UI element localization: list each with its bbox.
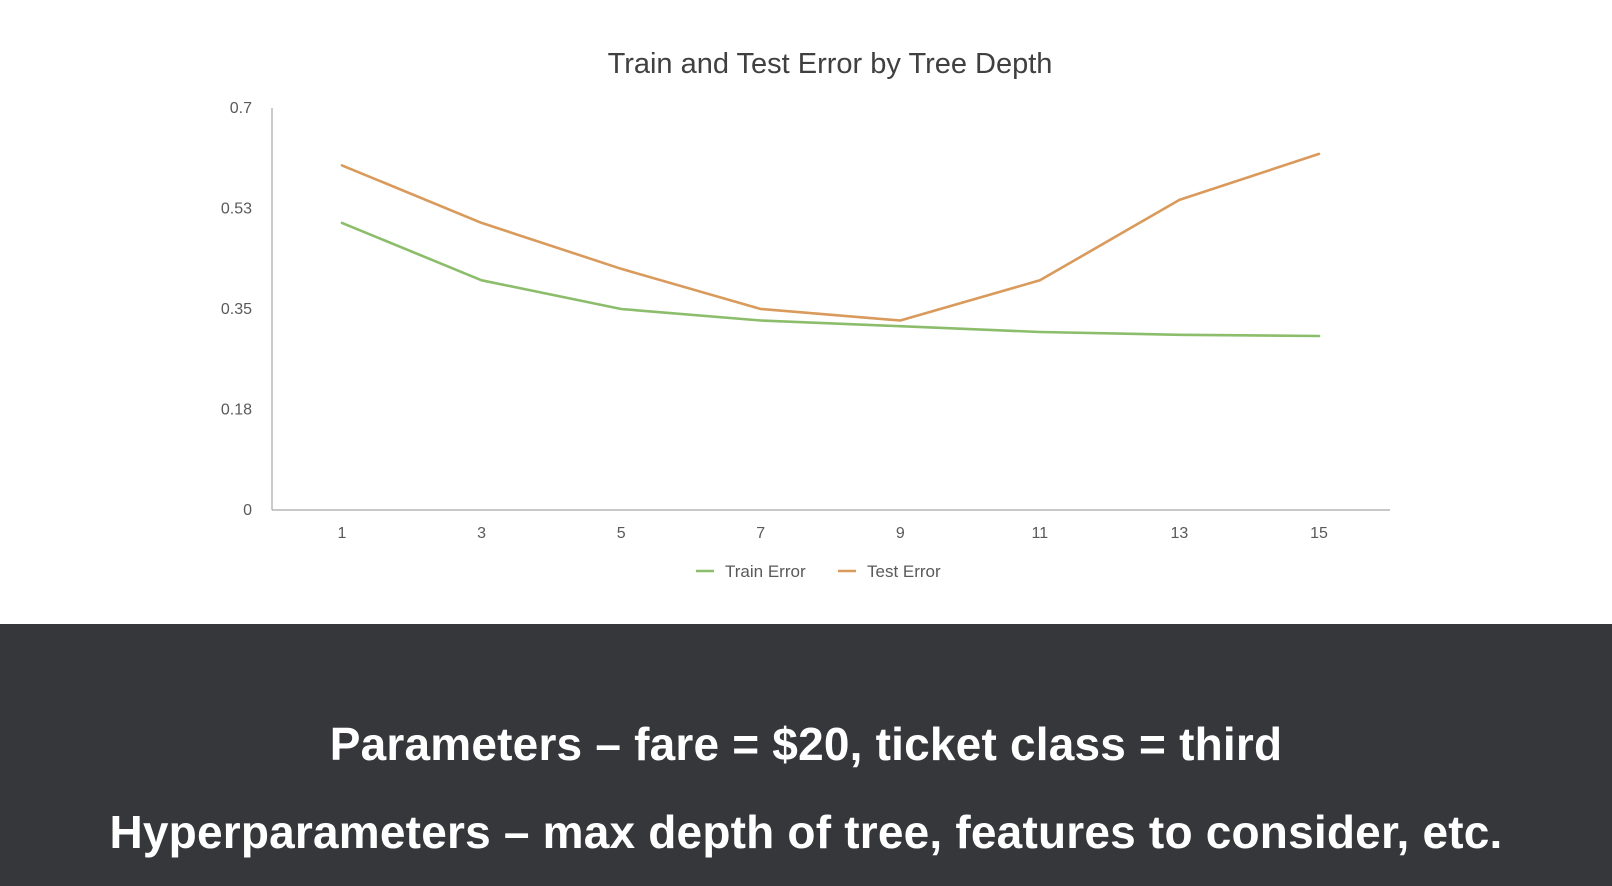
line-chart: Train and Test Error by Tree Depth 0 0.18… — [221, 48, 1390, 581]
y-tick-label: 0.7 — [230, 100, 252, 117]
chart-series — [340, 152, 1321, 338]
y-tick-label: 0.35 — [221, 301, 252, 318]
x-tick-label: 1 — [338, 525, 347, 542]
chart-title: Train and Test Error by Tree Depth — [608, 48, 1053, 80]
test-error-series-line — [340, 152, 1321, 322]
x-tick-label: 3 — [477, 525, 486, 542]
y-tick-label: 0 — [243, 502, 252, 519]
chart-legend: Train Error Test Error — [696, 562, 941, 581]
x-tick-label: 5 — [617, 525, 626, 542]
y-axis-ticks: 0 0.18 0.35 0.53 0.7 — [221, 100, 252, 519]
x-tick-label: 9 — [896, 525, 905, 542]
caption-hyperparameters: Hyperparameters – max depth of tree, fea… — [109, 806, 1503, 858]
test-error-legend-label: Test Error — [867, 562, 941, 581]
x-tick-label: 11 — [1032, 525, 1049, 542]
y-tick-label: 0.53 — [221, 201, 252, 218]
x-tick-label: 15 — [1310, 525, 1328, 542]
chart-axes — [271, 108, 1390, 511]
train-error-legend-label: Train Error — [725, 562, 806, 581]
x-tick-label: 13 — [1171, 525, 1189, 542]
caption-band: Parameters – fare = $20, ticket class = … — [0, 624, 1612, 886]
x-tick-label: 7 — [756, 525, 765, 542]
caption-parameters: Parameters – fare = $20, ticket class = … — [329, 718, 1283, 770]
y-tick-label: 0.18 — [221, 402, 252, 419]
chart-area: Train and Test Error by Tree Depth 0 0.18… — [220, 48, 1390, 581]
x-axis-ticks: 1 3 5 7 9 11 13 15 — [338, 525, 1328, 542]
train-error-series-line — [340, 221, 1321, 338]
